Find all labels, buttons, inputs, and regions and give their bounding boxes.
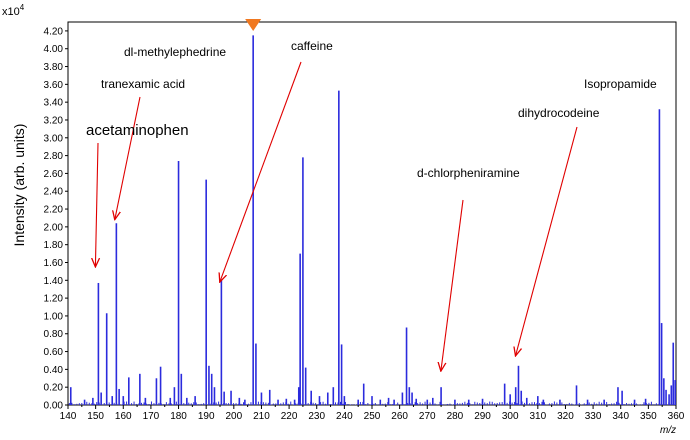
x-tick-label: 220 bbox=[281, 411, 298, 422]
y-tick-label: 1.00 bbox=[44, 311, 64, 322]
compound-label: caffeine bbox=[291, 39, 333, 53]
x-tick-label: 360 bbox=[668, 411, 685, 422]
x-tick-label: 160 bbox=[115, 411, 132, 422]
annotation-arrow bbox=[115, 96, 141, 220]
y-tick-label: 2.80 bbox=[44, 151, 64, 162]
y-tick-label: 3.60 bbox=[44, 80, 64, 91]
x-tick-label: 350 bbox=[640, 411, 657, 422]
compound-label: d-chlorpheniramine bbox=[417, 166, 520, 180]
x-tick-label: 180 bbox=[170, 411, 187, 422]
y-tick-label: 2.20 bbox=[44, 205, 64, 216]
y-tick-label: 0.40 bbox=[44, 365, 64, 376]
annotation-arrow bbox=[515, 126, 578, 356]
y-tick-label: 1.80 bbox=[44, 240, 64, 251]
x-tick-label: 330 bbox=[585, 411, 602, 422]
peak-marker-triangle bbox=[245, 19, 262, 31]
annotation-arrow bbox=[95, 142, 98, 267]
compound-label: dl-methylephedrine bbox=[124, 45, 226, 59]
x-tick-label: 290 bbox=[474, 411, 491, 422]
x-tick-label: 280 bbox=[447, 411, 464, 422]
y-axis-multiplier-base: x10 bbox=[2, 6, 20, 18]
y-tick-label: 2.40 bbox=[44, 187, 64, 198]
x-tick-label: 270 bbox=[419, 411, 436, 422]
x-tick-label: 250 bbox=[364, 411, 381, 422]
y-tick-label: 3.00 bbox=[44, 133, 64, 144]
y-tick-label: 4.20 bbox=[44, 26, 64, 37]
y-tick-label: 2.60 bbox=[44, 169, 64, 180]
y-tick-label: 3.40 bbox=[44, 98, 64, 109]
x-axis-label: m/z bbox=[660, 425, 676, 436]
x-tick-label: 210 bbox=[253, 411, 270, 422]
y-tick-label: 1.60 bbox=[44, 258, 64, 269]
x-tick-label: 140 bbox=[60, 411, 77, 422]
y-tick-label: 3.80 bbox=[44, 62, 64, 73]
y-axis-multiplier-exponent: 4 bbox=[20, 3, 25, 12]
x-tick-label: 240 bbox=[336, 411, 353, 422]
annotation-arrow bbox=[220, 61, 302, 282]
y-tick-label: 4.00 bbox=[44, 44, 64, 55]
x-tick-label: 310 bbox=[529, 411, 546, 422]
compound-label: Isopropamide bbox=[584, 77, 657, 91]
x-tick-label: 300 bbox=[502, 411, 519, 422]
x-tick-label: 320 bbox=[557, 411, 574, 422]
y-tick-label: 3.20 bbox=[44, 115, 64, 126]
y-tick-label: 1.40 bbox=[44, 276, 64, 287]
compound-label: tranexamic acid bbox=[101, 77, 185, 91]
y-tick-label: 0.60 bbox=[44, 347, 64, 358]
y-tick-label: 1.20 bbox=[44, 294, 64, 305]
y-tick-label: 0.80 bbox=[44, 329, 64, 340]
x-tick-label: 340 bbox=[612, 411, 629, 422]
x-tick-label: 200 bbox=[225, 411, 242, 422]
annotation-arrow bbox=[441, 199, 464, 371]
y-axis-label: Intensity (arb. units) bbox=[11, 124, 27, 247]
y-axis-multiplier: x104 bbox=[2, 3, 25, 18]
x-tick-label: 170 bbox=[143, 411, 160, 422]
x-tick-label: 190 bbox=[198, 411, 215, 422]
compound-label: dihydrocodeine bbox=[518, 106, 600, 120]
y-tick-label: 0.20 bbox=[44, 383, 64, 394]
x-tick-label: 150 bbox=[87, 411, 104, 422]
x-tick-label: 260 bbox=[391, 411, 408, 422]
y-tick-label: 0.00 bbox=[44, 401, 64, 412]
y-tick-label: 2.00 bbox=[44, 222, 64, 233]
compound-label: acetaminophen bbox=[86, 122, 189, 139]
x-tick-label: 230 bbox=[308, 411, 325, 422]
